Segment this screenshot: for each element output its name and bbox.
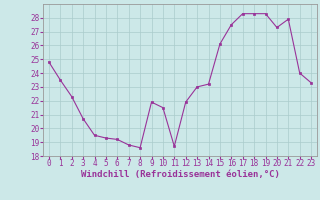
X-axis label: Windchill (Refroidissement éolien,°C): Windchill (Refroidissement éolien,°C) [81, 170, 279, 179]
